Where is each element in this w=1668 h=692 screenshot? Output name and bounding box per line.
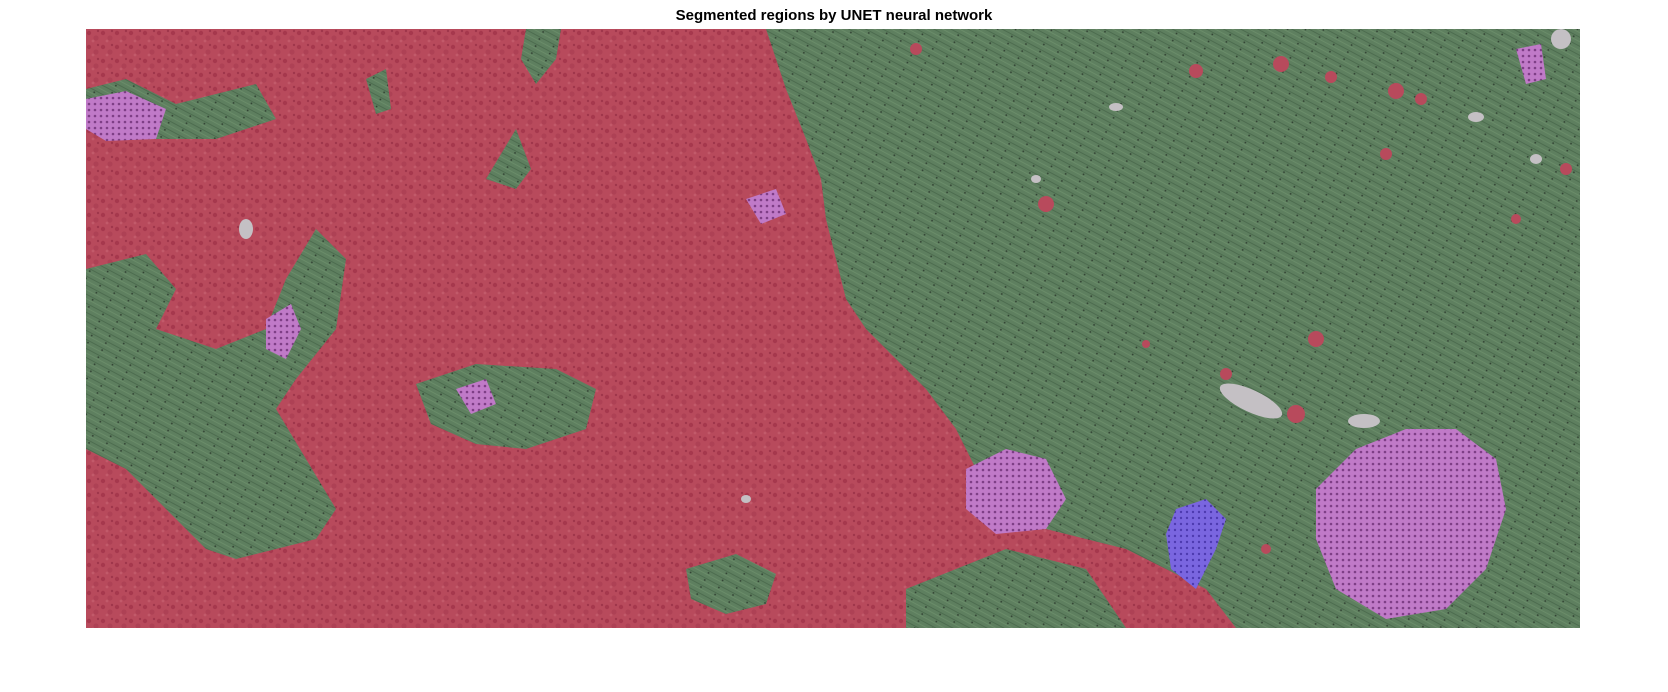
tumor-spots — [910, 43, 1572, 554]
figure-title: Segmented regions by UNET neural network — [675, 7, 993, 24]
segmentation-image — [86, 29, 1580, 628]
necrosis-region — [1166, 499, 1226, 589]
background-patches — [239, 29, 1571, 503]
lymphocyte-regions — [86, 44, 1546, 619]
